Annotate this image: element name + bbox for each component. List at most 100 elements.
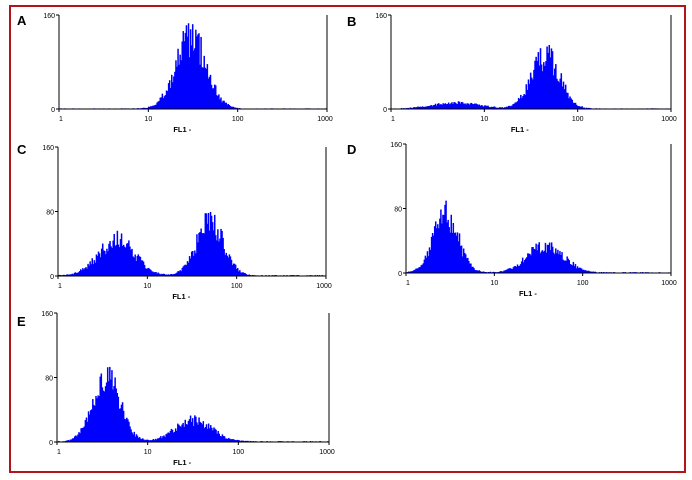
histogram-bar — [212, 88, 215, 109]
histogram-bar — [234, 264, 237, 276]
histogram-bar — [197, 34, 199, 109]
x-tick-label: 100 — [232, 449, 244, 456]
histogram-bar — [133, 431, 136, 442]
histogram-bar — [469, 263, 471, 273]
histogram-bar — [494, 107, 497, 109]
histogram-bar — [407, 107, 409, 109]
y-tick-label: 160 — [390, 142, 402, 149]
histogram-bar — [129, 246, 131, 276]
histogram-bar — [153, 272, 155, 276]
histogram-bar — [72, 438, 75, 442]
histogram-bar — [438, 103, 440, 109]
histogram-bar — [504, 270, 506, 273]
histogram-bar — [193, 255, 195, 276]
histogram-bar — [568, 260, 571, 273]
histogram-bar — [137, 437, 140, 442]
histogram-bar — [212, 230, 215, 276]
histogram-bar — [189, 29, 192, 109]
histogram-bar — [96, 255, 99, 276]
histogram-bar — [455, 235, 458, 273]
x-tick-label: 1 — [59, 116, 63, 123]
histogram-bar — [151, 271, 153, 276]
histogram-bar — [228, 105, 231, 109]
histogram-bar — [158, 273, 160, 276]
histogram-bar — [223, 100, 225, 109]
y-tick-label: 160 — [41, 311, 53, 318]
histogram-bar — [230, 259, 233, 276]
histogram-bar — [520, 261, 523, 273]
histogram-bar — [174, 428, 177, 442]
histogram-bar — [242, 440, 245, 442]
histogram-bar — [546, 46, 548, 109]
histogram-bar — [490, 106, 493, 109]
histogram-bar — [573, 102, 576, 109]
y-tick-label: 0 — [383, 107, 387, 114]
histogram-bar — [171, 273, 173, 276]
histogram-bar — [500, 271, 502, 273]
histogram-bar — [557, 249, 559, 273]
histogram-bar — [211, 222, 214, 276]
histogram-bar — [111, 370, 113, 442]
histogram-bar — [208, 76, 211, 109]
histogram-bar — [492, 106, 495, 109]
histogram-bar — [223, 436, 226, 442]
histogram-bar — [202, 67, 204, 109]
histogram-bar — [187, 421, 190, 442]
histogram-bar — [569, 264, 572, 273]
histogram-bar — [117, 244, 120, 276]
histogram-bar — [408, 271, 410, 273]
histogram-bar — [139, 438, 142, 442]
histogram-bar — [448, 227, 450, 273]
histogram-bar — [426, 251, 429, 273]
histogram-bar — [409, 271, 411, 273]
histogram-bar — [118, 247, 121, 276]
histogram-bar — [126, 417, 128, 442]
histogram-bar — [579, 106, 581, 109]
histogram-bar — [474, 270, 476, 273]
histogram-bar — [480, 105, 483, 109]
histogram-bar — [191, 24, 194, 109]
histogram-bar — [206, 428, 209, 442]
histogram-bar — [159, 274, 162, 276]
histogram-bar — [400, 107, 403, 109]
histogram-bar — [482, 106, 485, 109]
histogram-bar — [86, 421, 89, 442]
histogram-bar — [251, 274, 254, 276]
histogram-bar — [513, 266, 516, 273]
histogram-bar — [244, 272, 246, 276]
histogram-bar — [213, 84, 216, 109]
histogram-svg: 0 80 160 1 10 100 1000 FL1 - — [42, 145, 332, 301]
histogram-bar — [143, 107, 146, 109]
histogram-bar — [247, 274, 249, 276]
histogram-bar — [514, 102, 517, 109]
histogram-bar — [220, 436, 223, 442]
histogram-bar — [454, 102, 456, 109]
histogram-bar — [485, 105, 487, 109]
histogram-bar — [531, 77, 533, 109]
histogram-bar — [100, 248, 103, 276]
x-tick-label: 1000 — [316, 283, 332, 290]
histogram-bar — [167, 432, 170, 442]
histogram-bar — [525, 84, 528, 109]
histogram-bar — [439, 104, 441, 109]
histogram-bar — [142, 438, 144, 442]
histogram-bar — [218, 94, 220, 109]
histogram-bar — [152, 271, 154, 276]
histogram-bar — [502, 271, 504, 273]
histogram-bar — [422, 263, 425, 273]
histogram-bar — [205, 68, 208, 109]
histogram-bar — [241, 272, 243, 276]
histogram-bar — [199, 231, 201, 276]
histogram-bar — [172, 82, 174, 109]
histogram-bar — [447, 102, 450, 109]
histogram-bar — [442, 214, 444, 273]
histogram-bar — [421, 106, 424, 109]
x-tick-label: 1000 — [317, 116, 333, 123]
histogram-bar — [74, 436, 76, 442]
histogram-bar — [222, 100, 224, 109]
histogram-bar — [183, 41, 186, 109]
histogram-bar — [581, 106, 583, 109]
histogram-bar — [432, 235, 435, 273]
histogram-bar — [423, 106, 426, 109]
histogram-bar — [219, 435, 222, 442]
